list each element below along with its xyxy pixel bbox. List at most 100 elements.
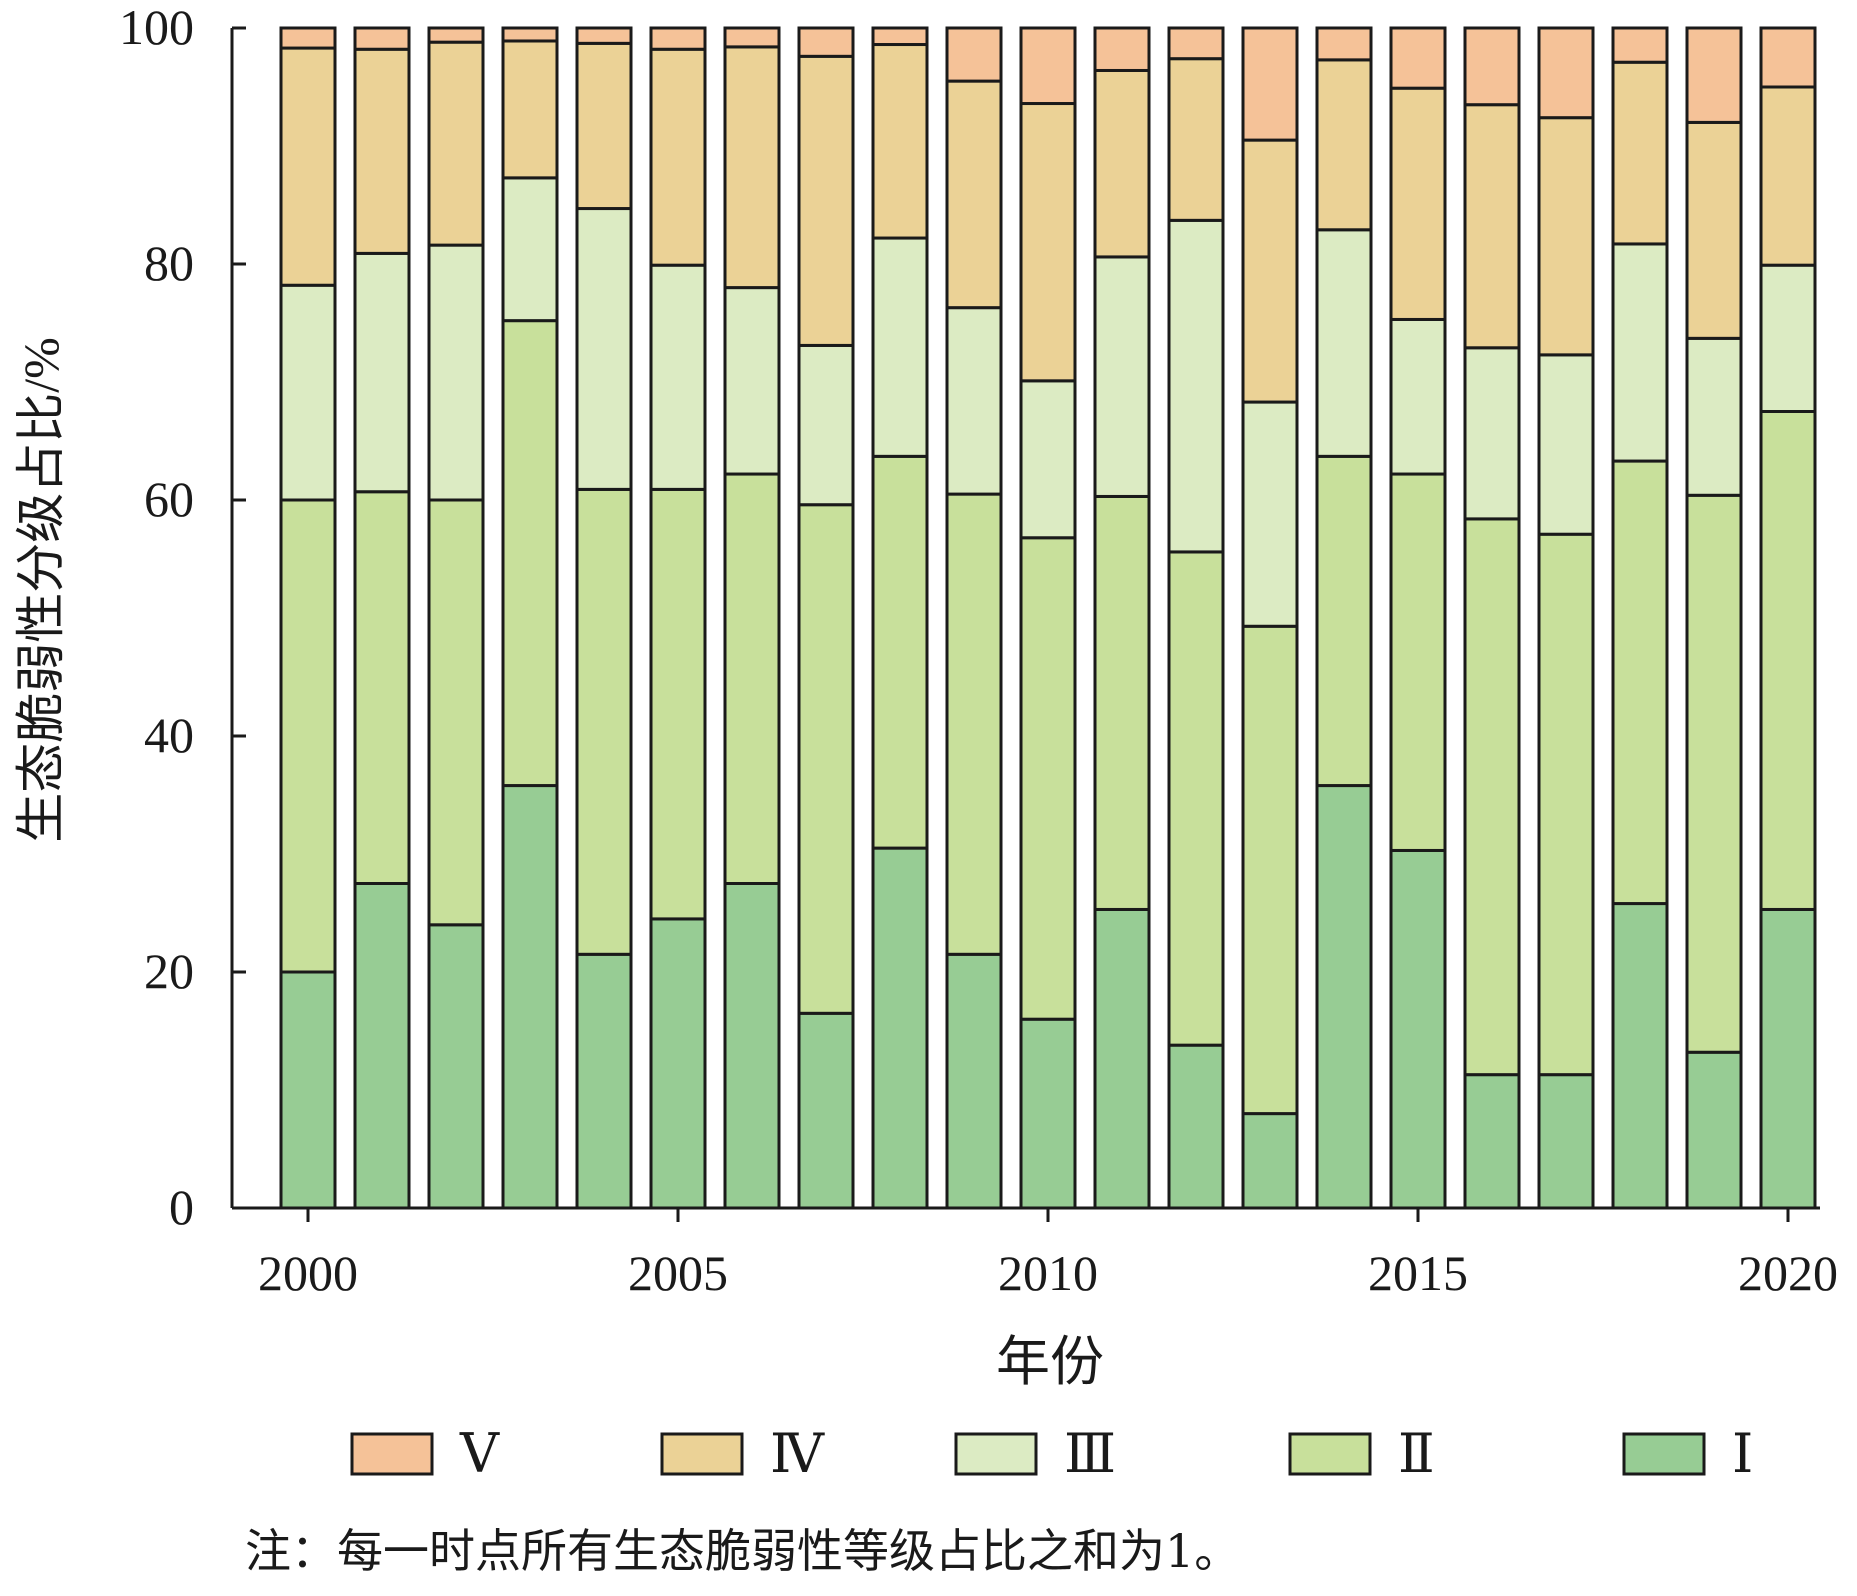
bar-segment-2002-level-5 <box>427 26 485 44</box>
x-tick-label: 2000 <box>258 1245 358 1301</box>
legend-swatch-level-5 <box>350 1432 434 1476</box>
bar-segment-2017-level-4 <box>1537 116 1595 357</box>
legend-swatch-level-1 <box>1622 1432 1706 1476</box>
bar-segment-2006-level-2 <box>723 472 781 885</box>
bar-segment-2000-level-3 <box>279 283 337 502</box>
bar-segment-2018-level-5 <box>1611 26 1669 64</box>
legend-label-level-5: Ⅴ <box>459 1424 500 1484</box>
legend-swatch-level-4 <box>660 1432 744 1476</box>
bar-segment-2008-level-1 <box>871 846 929 1210</box>
bar-segment-2013-level-3 <box>1241 400 1299 628</box>
bar-segment-2020-level-1 <box>1759 907 1817 1210</box>
bar-segment-2005-level-5 <box>649 26 707 51</box>
bar-segment-2003-level-1 <box>501 784 559 1210</box>
bar-segment-2016-level-4 <box>1463 103 1521 350</box>
bar-segment-2000-level-1 <box>279 970 337 1210</box>
legend: Ⅴ Ⅳ Ⅲ Ⅱ Ⅰ <box>350 1424 1753 1484</box>
bar-segment-2017-level-1 <box>1537 1073 1595 1210</box>
bar-segment-2002-level-1 <box>427 923 485 1210</box>
bar-segment-2019-level-3 <box>1685 336 1743 497</box>
bar-segment-2006-level-1 <box>723 882 781 1210</box>
bar-segment-2011-level-4 <box>1093 68 1151 259</box>
x-axis-title: 年份 <box>996 1332 1104 1392</box>
bar-segment-2004-level-3 <box>575 207 633 491</box>
bar-segment-2020-level-4 <box>1759 85 1817 267</box>
bars-layer <box>279 26 1817 1210</box>
bar-segment-2009-level-1 <box>945 952 1003 1210</box>
legend-label-level-3: Ⅲ <box>1064 1424 1116 1484</box>
bar-segment-2018-level-3 <box>1611 242 1669 463</box>
y-axis-title: 生态脆弱性分级占比/% <box>13 337 69 843</box>
bar-segment-2019-level-2 <box>1685 493 1743 1054</box>
legend-swatch-level-3 <box>954 1432 1038 1476</box>
bar-segment-2016-level-2 <box>1463 517 1521 1077</box>
bar-segment-2008-level-3 <box>871 236 929 458</box>
legend-label-level-1: Ⅰ <box>1732 1424 1753 1484</box>
bar-segment-2012-level-4 <box>1167 57 1225 222</box>
bar-segment-2011-level-5 <box>1093 26 1151 72</box>
bar-segment-2005-level-2 <box>649 487 707 921</box>
bar-segment-2010-level-5 <box>1019 26 1077 106</box>
y-tick-label: 100 <box>119 0 194 55</box>
bar-segment-2020-level-2 <box>1759 410 1817 911</box>
bar-segment-2001-level-2 <box>353 490 411 885</box>
bar-segment-2012-level-2 <box>1167 550 1225 1047</box>
bar-segment-2003-level-4 <box>501 39 559 180</box>
bar-segment-2013-level-4 <box>1241 138 1299 404</box>
bar-segment-2017-level-3 <box>1537 353 1595 536</box>
bar-segment-2014-level-4 <box>1315 58 1373 232</box>
bar-segment-2007-level-1 <box>797 1011 855 1210</box>
bar-segment-2017-level-2 <box>1537 532 1595 1077</box>
bar-segment-2020-level-3 <box>1759 263 1817 413</box>
bar-segment-2011-level-2 <box>1093 494 1151 911</box>
bar-segment-2002-level-2 <box>427 498 485 927</box>
bar-segment-2006-level-5 <box>723 26 781 49</box>
bar-segment-2008-level-4 <box>871 43 929 240</box>
bar-segment-2019-level-5 <box>1685 26 1743 124</box>
bar-segment-2005-level-1 <box>649 917 707 1210</box>
bar-segment-2009-level-5 <box>945 26 1003 83</box>
bar-segment-2008-level-5 <box>871 26 929 47</box>
bar-segment-2014-level-3 <box>1315 228 1373 458</box>
bar-segment-2003-level-5 <box>501 26 559 43</box>
bar-segment-2000-level-5 <box>279 26 337 50</box>
bar-segment-2014-level-1 <box>1315 784 1373 1210</box>
bar-segment-2019-level-4 <box>1685 120 1743 340</box>
bar-segment-2008-level-2 <box>871 454 929 850</box>
bar-segment-2011-level-3 <box>1093 255 1151 498</box>
x-tick-label: 2005 <box>628 1245 728 1301</box>
bar-segment-2005-level-3 <box>649 263 707 491</box>
bar-segment-2002-level-4 <box>427 40 485 247</box>
bar-segment-2009-level-4 <box>945 79 1003 310</box>
footnote: 注：每一时点所有生态脆弱性等级占比之和为1。 <box>245 1524 1241 1578</box>
bar-segment-2012-level-5 <box>1167 26 1225 61</box>
bar-segment-2007-level-4 <box>797 54 855 347</box>
bar-segment-2015-level-5 <box>1389 26 1447 90</box>
bar-segment-2004-level-1 <box>575 952 633 1210</box>
bar-segment-2005-level-4 <box>649 47 707 267</box>
bar-segment-2007-level-3 <box>797 343 855 507</box>
bar-segment-2020-level-5 <box>1759 26 1817 89</box>
y-tick-label: 0 <box>169 1179 194 1235</box>
x-tick-label: 2015 <box>1368 1245 1468 1301</box>
bar-segment-2006-level-4 <box>723 45 781 290</box>
bar-segment-2000-level-2 <box>279 498 337 974</box>
bar-segment-2004-level-4 <box>575 41 633 211</box>
bar-segment-2014-level-5 <box>1315 26 1373 62</box>
bar-segment-2016-level-5 <box>1463 26 1521 107</box>
bar-segment-2014-level-2 <box>1315 454 1373 788</box>
y-tick-label: 40 <box>144 707 194 763</box>
bar-segment-2007-level-2 <box>797 503 855 1015</box>
bar-segment-2015-level-2 <box>1389 472 1447 852</box>
bar-segment-2019-level-1 <box>1685 1050 1743 1210</box>
bar-segment-2009-level-3 <box>945 306 1003 496</box>
legend-swatch-level-2 <box>1288 1432 1372 1476</box>
y-tick-label: 20 <box>144 943 194 999</box>
bar-segment-2015-level-1 <box>1389 848 1447 1210</box>
bar-segment-2003-level-3 <box>501 176 559 323</box>
legend-label-level-2: Ⅱ <box>1398 1424 1435 1484</box>
bar-segment-2010-level-1 <box>1019 1017 1077 1210</box>
axes-layer: 0 20 40 60 80 100 2000 2005 2010 2015 2020 年份 生态脆弱性分… <box>13 0 1838 1392</box>
